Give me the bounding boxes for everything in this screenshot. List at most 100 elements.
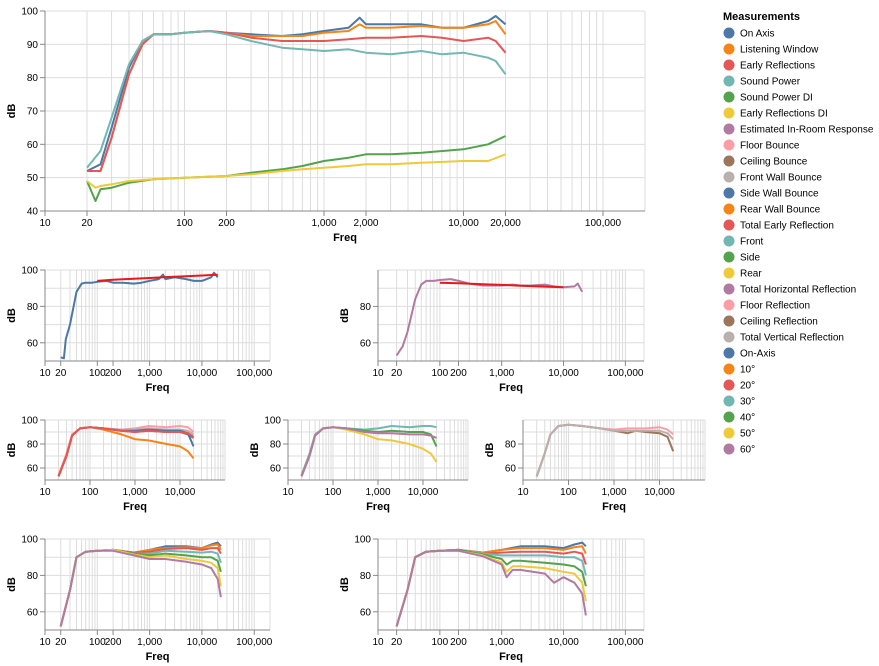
legend-item: Estimated In-Room Response (723, 123, 874, 136)
x-tick-label: 1,000 (489, 637, 514, 648)
y-tick-label: 100 (21, 535, 38, 546)
x-tick-label: 100 (325, 487, 342, 498)
x-tick-label: 20 (391, 637, 403, 648)
y-axis-title: dB (339, 308, 351, 323)
x-tick-label: 10,000 (187, 368, 218, 379)
x-tick-label: 100,000 (236, 368, 273, 379)
series-line (86, 153, 506, 189)
y-tick-label: 90 (27, 40, 39, 51)
chart-panel-4: 10 100 1,000 10,000 60 80 100 Freq dB (6, 416, 226, 513)
legend-label: 30° (740, 397, 755, 408)
y-axis-title: dB (6, 443, 18, 458)
legend-item: Early Reflections DI (723, 107, 828, 120)
legend-item: Floor Bounce (723, 139, 800, 152)
series-group (395, 278, 584, 357)
series-line (97, 273, 218, 282)
x-tick-label: 100,000 (236, 637, 273, 648)
series-line (86, 15, 507, 172)
x-tick-label: 10 (39, 487, 51, 498)
legend-swatch (723, 283, 735, 295)
x-tick-label: 200 (450, 368, 467, 379)
legend-item: 40° (723, 411, 755, 424)
legend-swatch (723, 59, 735, 71)
legend-item: 30° (723, 395, 755, 408)
x-axis-title: Freq (146, 382, 170, 394)
legend-swatch (723, 395, 735, 407)
charts-group: 10 20 100 200 1,000 2,000 10,000 20,000 100,0004… (6, 7, 706, 664)
legend-label: On Axis (740, 29, 774, 40)
y-tick-label: 80 (360, 571, 372, 582)
legend-label: 60° (740, 445, 755, 456)
legend-swatch (723, 235, 735, 247)
y-tick-label: 100 (21, 7, 38, 18)
chart-panel-8: 10 20 100 200 1,000 10,000 100,0006080100Freqd… (339, 535, 645, 663)
x-tick-label: 100 (432, 368, 449, 379)
grid (377, 538, 645, 631)
legend-label: Front (740, 237, 764, 248)
x-tick-label: 100 (89, 368, 106, 379)
x-axis-title: Freq (333, 232, 357, 244)
y-axis-title: dB (249, 443, 261, 458)
y-tick-label: 40 (27, 207, 39, 218)
y-tick-label: 60 (360, 607, 372, 618)
legend-item: Total Early Reflection (723, 219, 834, 232)
y-tick-label: 80 (360, 302, 372, 313)
y-tick-label: 50 (27, 173, 39, 184)
y-axis-title: dB (6, 104, 18, 119)
legend-item: Front (723, 235, 764, 248)
y-tick-label: 60 (27, 464, 39, 475)
legend-swatch (723, 43, 735, 55)
series-line (57, 426, 195, 477)
y-tick-label: 100 (21, 266, 38, 277)
legend-label: Rear Wall Bounce (740, 205, 821, 216)
x-tick-label: 10,000 (548, 637, 579, 648)
legend-label: Estimated In-Room Response (740, 125, 874, 136)
series-line (87, 30, 507, 172)
x-tick-label: 10 (39, 218, 51, 229)
legend-label: Ceiling Reflection (740, 317, 818, 328)
legend-label: Floor Reflection (740, 301, 810, 312)
x-tick-label: 10,000 (448, 218, 479, 229)
legend-item: 20° (723, 379, 755, 392)
y-tick-label: 80 (27, 440, 39, 451)
y-axis-title: dB (339, 577, 351, 592)
y-axis-title: dB (6, 308, 18, 323)
x-tick-label: 1,000 (311, 218, 336, 229)
legend-swatch (723, 331, 735, 343)
legend-swatch (723, 171, 735, 183)
x-axis-title: Freq (146, 651, 170, 663)
series-group (86, 15, 507, 202)
chart-panel-7: 10 20 100 200 1,000 10,000 100,0006080100Freqd… (6, 535, 273, 664)
series-group (535, 423, 675, 477)
legend-swatch (723, 315, 735, 327)
x-tick-label: 100,000 (585, 218, 622, 229)
legend-item: Rear (723, 267, 762, 280)
x-tick-label: 100,000 (607, 368, 644, 379)
x-tick-label: 2,000 (353, 218, 378, 229)
y-axis-title: dB (6, 577, 18, 592)
legend-item: On-Axis (723, 347, 776, 360)
chart-panel-6: 10 100 1,000 10,000 60 80 Freq dB (484, 419, 706, 513)
y-tick-label: 60 (27, 338, 39, 349)
legend-item: Side Wall Bounce (723, 187, 819, 200)
y-tick-label: 80 (27, 302, 39, 313)
legend-label: 10° (740, 365, 755, 376)
legend: Measurements On Axis Listening Window Earl… (723, 11, 874, 456)
legend-item: Ceiling Bounce (723, 155, 808, 168)
series-group (60, 271, 219, 360)
legend-item: Early Reflections (723, 59, 815, 72)
series-line (60, 271, 219, 360)
legend-label: On-Axis (740, 349, 776, 360)
x-axis-title: Freq (499, 651, 523, 663)
series-group (395, 541, 587, 627)
series-line (59, 549, 222, 627)
y-tick-label: 80 (270, 440, 282, 451)
y-tick-label: 80 (27, 571, 39, 582)
x-axis-title: Freq (123, 501, 147, 513)
legend-swatch (723, 443, 735, 455)
legend-swatch (723, 267, 735, 279)
x-tick-label: 10 (39, 637, 51, 648)
x-tick-label: 100 (176, 218, 193, 229)
legend-swatch (723, 187, 735, 199)
